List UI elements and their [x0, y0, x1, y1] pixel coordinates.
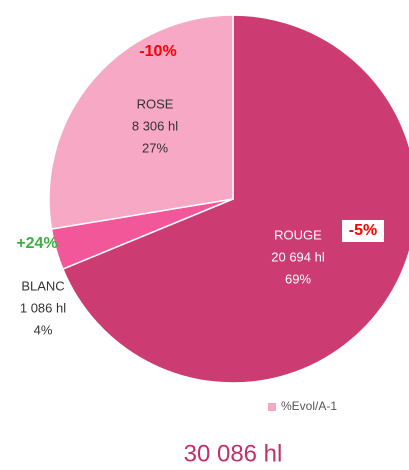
evolution-label: +24% [16, 235, 57, 252]
legend-label: %Evol/A-1 [281, 399, 337, 413]
value-label: 8 306 hl [132, 118, 178, 133]
evolution-label: -10% [139, 43, 176, 60]
percent-label: 27% [142, 140, 168, 155]
percent-label: 4% [34, 322, 53, 337]
category-label: ROUGE [274, 227, 322, 242]
evolution-box [342, 220, 384, 242]
value-label: 20 694 hl [271, 249, 325, 264]
category-label: ROSE [137, 96, 174, 111]
legend-swatch [268, 403, 276, 411]
pie-slice [48, 14, 234, 230]
value-label: 1 086 hl [20, 300, 66, 315]
evolution-label: -5% [349, 222, 377, 239]
total: 30 086 hl [184, 440, 283, 467]
category-label: BLANC [21, 278, 64, 293]
pie-slice [61, 14, 409, 384]
percent-label: 69% [285, 271, 311, 286]
